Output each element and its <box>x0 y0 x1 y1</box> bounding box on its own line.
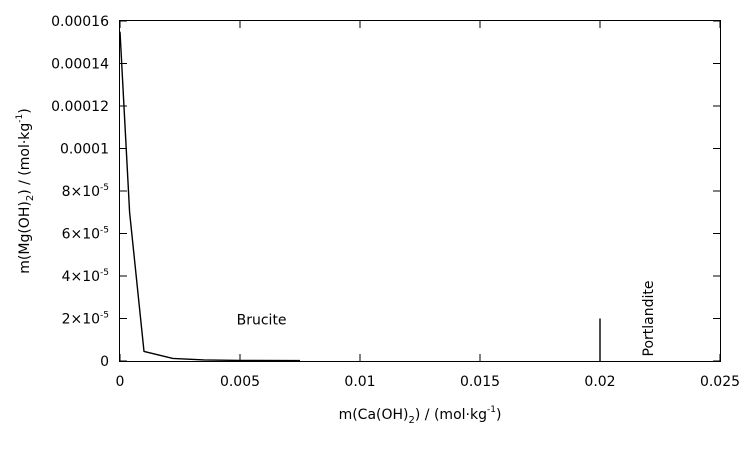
y-tick-mantissa: 2×10 <box>62 312 100 328</box>
x-tick-label: 0.02 <box>584 374 615 390</box>
y-tick-label: 0.00012 <box>51 99 109 115</box>
y-axis-ticks: 02×10-54×10-56×10-58×10-50.00010.000120.… <box>51 14 720 370</box>
x-tick-label: 0 <box>116 374 125 390</box>
y-tick-mantissa: 8×10 <box>62 184 100 200</box>
y-tick-exponent: -5 <box>100 268 109 278</box>
y-axis-title: m(Mg(OH)2) / (mol·kg-1) <box>15 108 36 273</box>
y-tick-label: 6×10-5 <box>62 226 109 243</box>
annotation-label: Portlandite <box>641 281 657 357</box>
plot-frame <box>119 20 721 362</box>
y-tick-label: 8×10-5 <box>62 183 109 200</box>
y-tick-label: 0.00014 <box>51 57 109 73</box>
y-tick-exponent: -5 <box>100 183 109 193</box>
x-tick-label: 0.01 <box>344 374 375 390</box>
y-tick-mantissa: 6×10 <box>62 227 100 243</box>
y-tick-label: 0 <box>100 354 109 370</box>
series-layer <box>119 31 601 362</box>
y-tick-exponent: -5 <box>100 311 109 321</box>
x-axis-ticks: 0 0.005 0.01 0.015 0.02 0.025 <box>116 21 740 390</box>
y-tick-label: 4×10-5 <box>62 268 109 285</box>
x-tick-label: 0.015 <box>460 374 500 390</box>
x-axis-title: m(Ca(OH)2) / (mol·kg-1) <box>339 405 502 426</box>
y-tick-exponent: -5 <box>100 226 109 236</box>
y-tick-mantissa: 4×10 <box>62 269 100 285</box>
y-tick-label: 0.00016 <box>51 14 109 30</box>
y-tick-label: 2×10-5 <box>62 311 109 328</box>
y-tick-label: 0.0001 <box>60 142 109 158</box>
x-tick-label: 0.025 <box>700 374 740 390</box>
annotation-label: Brucite <box>237 313 287 329</box>
x-tick-label: 0.005 <box>220 374 260 390</box>
series-line <box>119 31 301 362</box>
annotation-layer: Brucite Portlandite <box>237 281 657 357</box>
